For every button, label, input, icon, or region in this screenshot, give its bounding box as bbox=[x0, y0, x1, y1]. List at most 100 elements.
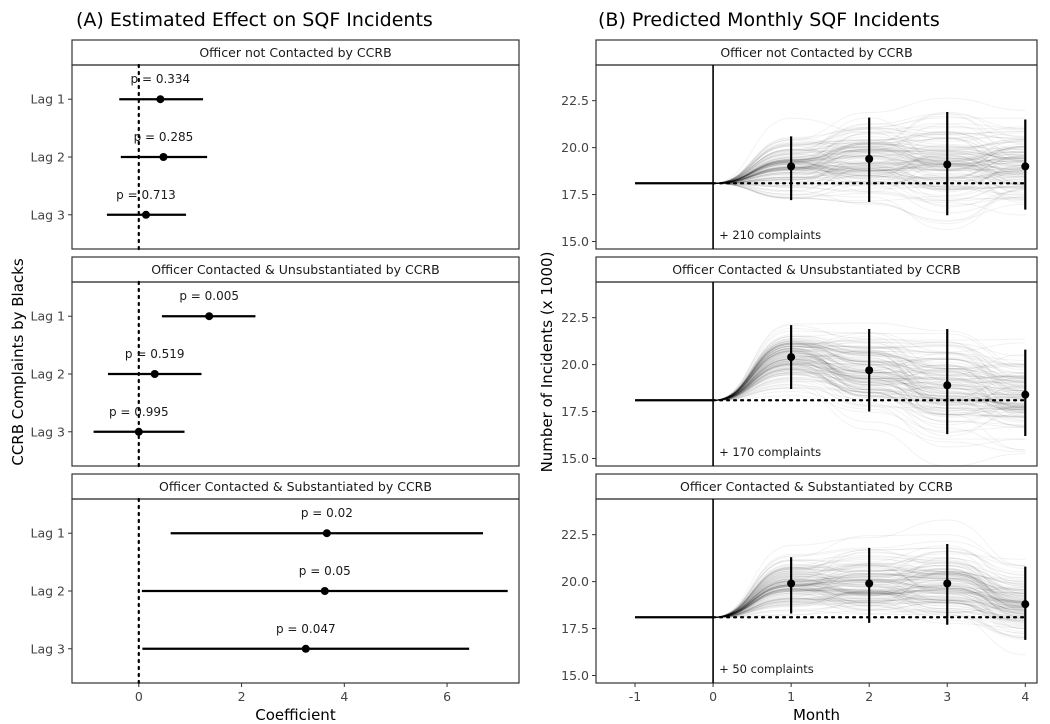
simulated-trajectory bbox=[713, 327, 1026, 401]
x-tick-label: 4 bbox=[1021, 689, 1029, 704]
simulated-trajectory bbox=[713, 127, 1026, 184]
plot-border bbox=[595, 64, 1038, 250]
predicted-mean bbox=[943, 160, 952, 169]
facet-strip bbox=[71, 256, 520, 283]
facet-strip bbox=[595, 256, 1038, 283]
simulated-trajectory bbox=[713, 571, 1026, 618]
x-tick-label: 6 bbox=[443, 689, 451, 704]
simulated-trajectory bbox=[713, 352, 1026, 401]
p-value-label: p = 0.005 bbox=[179, 289, 239, 303]
complaints-annotation: + 210 complaints bbox=[719, 228, 821, 242]
simulated-trajectory bbox=[713, 349, 1026, 427]
plot-border bbox=[595, 498, 1038, 684]
point-estimate bbox=[141, 210, 150, 219]
x-tick-label: -1 bbox=[629, 689, 641, 704]
point-estimate bbox=[205, 312, 214, 321]
simulated-trajectory bbox=[713, 343, 1026, 401]
panel-b-facet: Officer not Contacted by CCRB 15.0 17.5 20.… bbox=[561, 39, 1038, 250]
y-tick-label: 20.0 bbox=[561, 140, 589, 155]
simulated-trajectory bbox=[713, 572, 1026, 618]
y-axis-title: CCRB Complaints by Blacks bbox=[9, 258, 27, 465]
y-tick-label: 22.5 bbox=[561, 310, 589, 325]
simulated-trajectory bbox=[713, 347, 1026, 406]
y-tick-label: 17.5 bbox=[561, 187, 589, 202]
simulated-trajectory bbox=[713, 346, 1026, 401]
simulated-trajectory bbox=[713, 182, 1026, 221]
predicted-mean bbox=[943, 579, 952, 588]
point-estimate bbox=[134, 427, 143, 436]
predicted-mean bbox=[787, 579, 796, 588]
x-tick-label: 4 bbox=[340, 689, 348, 704]
simulated-trajectory bbox=[713, 342, 1026, 406]
y-tick-label: 15.0 bbox=[561, 668, 589, 683]
simulated-trajectory bbox=[713, 349, 1026, 401]
simulated-trajectory bbox=[713, 125, 1026, 184]
predicted-mean bbox=[1021, 390, 1030, 399]
predicted-mean bbox=[943, 381, 952, 390]
simulated-trajectory bbox=[713, 380, 1026, 410]
panel-b-title: (B) Predicted Monthly SQF Incidents bbox=[598, 9, 940, 31]
simulated-trajectory bbox=[713, 348, 1026, 404]
simulated-trajectory bbox=[713, 360, 1026, 401]
simulated-trajectory bbox=[713, 363, 1026, 412]
complaints-annotation: + 170 complaints bbox=[719, 445, 821, 459]
simulated-trajectory bbox=[713, 117, 1026, 184]
facet-title: Officer not Contacted by CCRB bbox=[720, 45, 912, 60]
facet-strip bbox=[595, 39, 1038, 66]
x-tick-label: 2 bbox=[865, 689, 873, 704]
simulated-trajectory bbox=[713, 343, 1026, 401]
facet-strip bbox=[71, 473, 520, 500]
x-axis-title: Month bbox=[793, 706, 840, 724]
simulated-trajectory bbox=[713, 519, 1026, 618]
x-tick-label: 0 bbox=[135, 689, 143, 704]
simulated-trajectory bbox=[713, 182, 1026, 225]
facet-title: Officer Contacted & Unsubstantiated by C… bbox=[672, 262, 961, 277]
predicted-mean bbox=[787, 353, 796, 362]
facet-title: Officer Contacted & Unsubstantiated by C… bbox=[151, 262, 440, 277]
y-tick-label: Lag 3 bbox=[31, 641, 66, 656]
y-tick-label: 15.0 bbox=[561, 234, 589, 249]
y-tick-label: Lag 1 bbox=[31, 309, 66, 324]
predicted-mean bbox=[865, 366, 874, 375]
simulated-trajectory bbox=[713, 182, 1026, 223]
simulated-trajectory bbox=[713, 349, 1026, 401]
simulated-trajectory bbox=[713, 348, 1026, 401]
point-estimate bbox=[150, 370, 159, 378]
plot-border bbox=[595, 281, 1038, 467]
x-tick-label: 1 bbox=[787, 689, 795, 704]
simulated-trajectory bbox=[713, 182, 1026, 214]
p-value-label: p = 0.713 bbox=[116, 188, 176, 202]
simulated-trajectory bbox=[713, 577, 1026, 618]
y-tick-label: Lag 2 bbox=[31, 584, 66, 599]
p-value-label: p = 0.519 bbox=[125, 347, 185, 361]
point-estimate bbox=[320, 587, 329, 595]
simulated-trajectory bbox=[713, 340, 1026, 415]
simulated-trajectory bbox=[713, 342, 1026, 401]
simulated-trajectory bbox=[713, 351, 1026, 411]
predicted-mean bbox=[1021, 162, 1030, 171]
x-axis-title: Coefficient bbox=[255, 706, 336, 724]
facet-strip bbox=[71, 39, 520, 66]
x-tick-label: 2 bbox=[238, 689, 246, 704]
simulated-trajectory bbox=[713, 352, 1026, 412]
simulated-trajectory bbox=[713, 350, 1026, 407]
predicted-mean bbox=[1021, 600, 1030, 609]
y-tick-label: 22.5 bbox=[561, 93, 589, 108]
p-value-label: p = 0.047 bbox=[276, 622, 336, 636]
x-tick-label: 0 bbox=[709, 689, 717, 704]
simulated-trajectory bbox=[713, 137, 1026, 184]
y-tick-label: 17.5 bbox=[561, 404, 589, 419]
simulated-trajectory bbox=[713, 182, 1026, 231]
y-tick-label: 20.0 bbox=[561, 357, 589, 372]
simulated-trajectory bbox=[713, 567, 1026, 618]
y-tick-label: Lag 2 bbox=[31, 367, 66, 382]
simulated-trajectory bbox=[713, 113, 1026, 184]
x-tick-label: 3 bbox=[943, 689, 951, 704]
point-estimate bbox=[301, 644, 310, 653]
y-tick-label: Lag 3 bbox=[31, 207, 66, 222]
predicted-mean bbox=[865, 154, 874, 163]
point-estimate bbox=[156, 95, 165, 104]
y-tick-label: 22.5 bbox=[561, 527, 589, 542]
simulated-trajectory bbox=[713, 338, 1026, 401]
panel-b-facet: Officer Contacted & Unsubstantiated by C… bbox=[561, 256, 1038, 467]
